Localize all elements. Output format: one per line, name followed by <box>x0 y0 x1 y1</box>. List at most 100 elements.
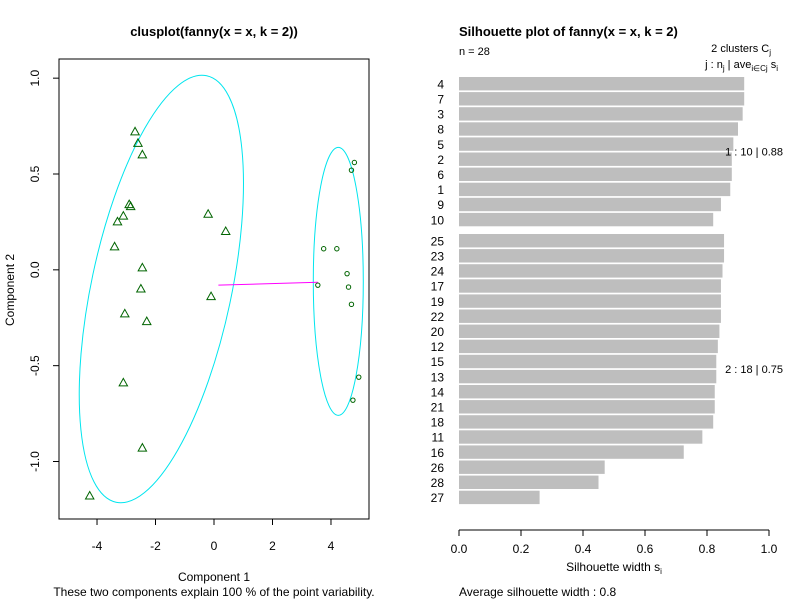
silhouette-row-label: 21 <box>431 401 445 415</box>
silhouette-bar <box>459 77 745 91</box>
silhouette-row-label: 14 <box>431 385 445 399</box>
triangle-point <box>141 316 152 326</box>
silhouette-bar <box>459 212 714 227</box>
y-tick-label: 0.5 <box>28 165 42 182</box>
cluster-ellipse-2 <box>312 146 364 416</box>
triangle-point <box>125 201 136 211</box>
silhouette-row-label: 20 <box>431 325 445 339</box>
x-tick-label: 4 <box>328 539 335 553</box>
silhouette-row-label: 10 <box>431 213 445 227</box>
silhouette-bar <box>459 339 718 354</box>
silhouette-bar <box>459 400 715 414</box>
silhouette-bar <box>459 430 703 444</box>
silhouette-bar <box>459 137 734 151</box>
silhouette-x-tick-label: 0.2 <box>513 542 530 556</box>
silhouette-row-label: 2 <box>437 153 444 167</box>
circle-point <box>345 284 352 290</box>
silhouette-bar <box>459 490 540 505</box>
silhouette-row-label: 27 <box>431 491 445 505</box>
silhouette-cluster-label: 2 : 18 | 0.75 <box>725 364 783 376</box>
silhouette-bar <box>459 264 723 278</box>
triangle-point <box>118 210 129 220</box>
circle-point <box>351 159 358 166</box>
silhouette-bar <box>459 460 605 474</box>
silhouette-row-labels: 4738526191025232417192220121513142118111… <box>431 77 445 505</box>
silhouette-x-tick-label: 0.6 <box>637 542 654 556</box>
clusplot-title: clusplot(fanny(x = x, k = 2)) <box>130 24 298 39</box>
clusplot-y-label: Component 2 <box>3 254 17 326</box>
y-tick-label: -1.0 <box>28 451 42 472</box>
silhouette-bar <box>459 92 745 106</box>
clusplot-subtitle: These two components explain 100 % of th… <box>53 585 374 599</box>
silhouette-x-label: Silhouette width si <box>566 560 662 576</box>
silhouette-bar <box>459 197 721 212</box>
clusplot-x-label: Component 1 <box>178 570 250 584</box>
silhouette-x-tick-label: 0.4 <box>575 542 592 556</box>
scatter-points <box>84 126 362 500</box>
silhouette-bar <box>459 167 732 181</box>
silhouette-panel: Silhouette plot of fanny(x = x, k = 2) n… <box>431 24 783 599</box>
silhouette-row-label: 25 <box>431 234 445 248</box>
triangle-point <box>206 291 217 301</box>
silhouette-row-label: 13 <box>431 370 445 384</box>
silhouette-x-tick-label: 0.8 <box>699 542 716 556</box>
triangle-point <box>109 241 120 251</box>
circle-point <box>356 374 362 380</box>
silhouette-row-label: 5 <box>437 138 444 152</box>
clusplot-plot-frame <box>58 58 370 520</box>
x-tick-label: 0 <box>211 539 218 553</box>
silhouette-row-label: 24 <box>431 265 445 279</box>
silhouette-bar <box>459 324 720 338</box>
silhouette-cluster-label: 1 : 10 | 0.88 <box>725 147 783 159</box>
triangle-point <box>137 262 148 272</box>
silhouette-row-label: 11 <box>432 431 445 445</box>
cluster-link <box>218 281 318 286</box>
silhouette-row-label: 3 <box>437 108 444 122</box>
silhouette-row-label: 19 <box>431 295 445 309</box>
silhouette-bars <box>459 77 745 505</box>
silhouette-cluster-labels: 1 : 10 | 0.88 2 : 18 | 0.75 <box>725 147 783 376</box>
silhouette-row-label: 18 <box>431 416 445 430</box>
triangle-point <box>118 377 129 387</box>
clusplot-x-axis: -4 -2 0 2 4 <box>92 518 335 553</box>
silhouette-legend-line2: j : nj | avei∈Cj si <box>704 59 778 73</box>
silhouette-bar <box>459 369 717 384</box>
silhouette-bar <box>459 249 725 263</box>
cluster-ellipses <box>78 74 364 504</box>
circle-point <box>348 167 355 173</box>
cluster-link-line <box>218 281 318 286</box>
silhouette-bar <box>459 415 714 429</box>
silhouette-row-label: 8 <box>437 123 444 137</box>
silhouette-title: Silhouette plot of fanny(x = x, k = 2) <box>459 24 678 39</box>
silhouette-row-label: 7 <box>437 93 444 107</box>
circle-point <box>350 397 356 403</box>
circle-point <box>344 270 350 277</box>
silhouette-x-axis: 0.0 0.2 0.4 0.6 0.8 1.0 <box>451 529 778 556</box>
silhouette-n-label: n = 28 <box>459 46 490 58</box>
y-tick-label: -0.5 <box>28 355 42 376</box>
triangle-point <box>112 216 123 226</box>
silhouette-bar <box>459 234 725 248</box>
triangle-point <box>84 490 95 500</box>
silhouette-footer: Average silhouette width : 0.8 <box>459 585 617 599</box>
triangle-point <box>203 208 214 218</box>
circle-point <box>315 282 321 288</box>
x-tick-label: 2 <box>269 539 276 553</box>
silhouette-bar <box>459 354 717 369</box>
silhouette-bar <box>459 279 721 293</box>
silhouette-bar <box>459 475 599 489</box>
silhouette-bar <box>459 309 721 323</box>
x-tick-label: -2 <box>150 539 161 553</box>
silhouette-row-label: 28 <box>431 476 445 490</box>
triangle-point <box>135 283 146 293</box>
circle-point <box>334 246 340 252</box>
silhouette-legend-line1: 2 clusters Cj <box>711 43 771 57</box>
silhouette-x-tick-label: 1.0 <box>761 542 778 556</box>
silhouette-row-label: 17 <box>431 280 445 294</box>
circle-point <box>348 301 355 308</box>
silhouette-row-label: 1 <box>437 183 444 197</box>
triangle-point <box>137 149 148 159</box>
triangle-point <box>220 225 231 235</box>
silhouette-row-label: 9 <box>437 198 444 212</box>
